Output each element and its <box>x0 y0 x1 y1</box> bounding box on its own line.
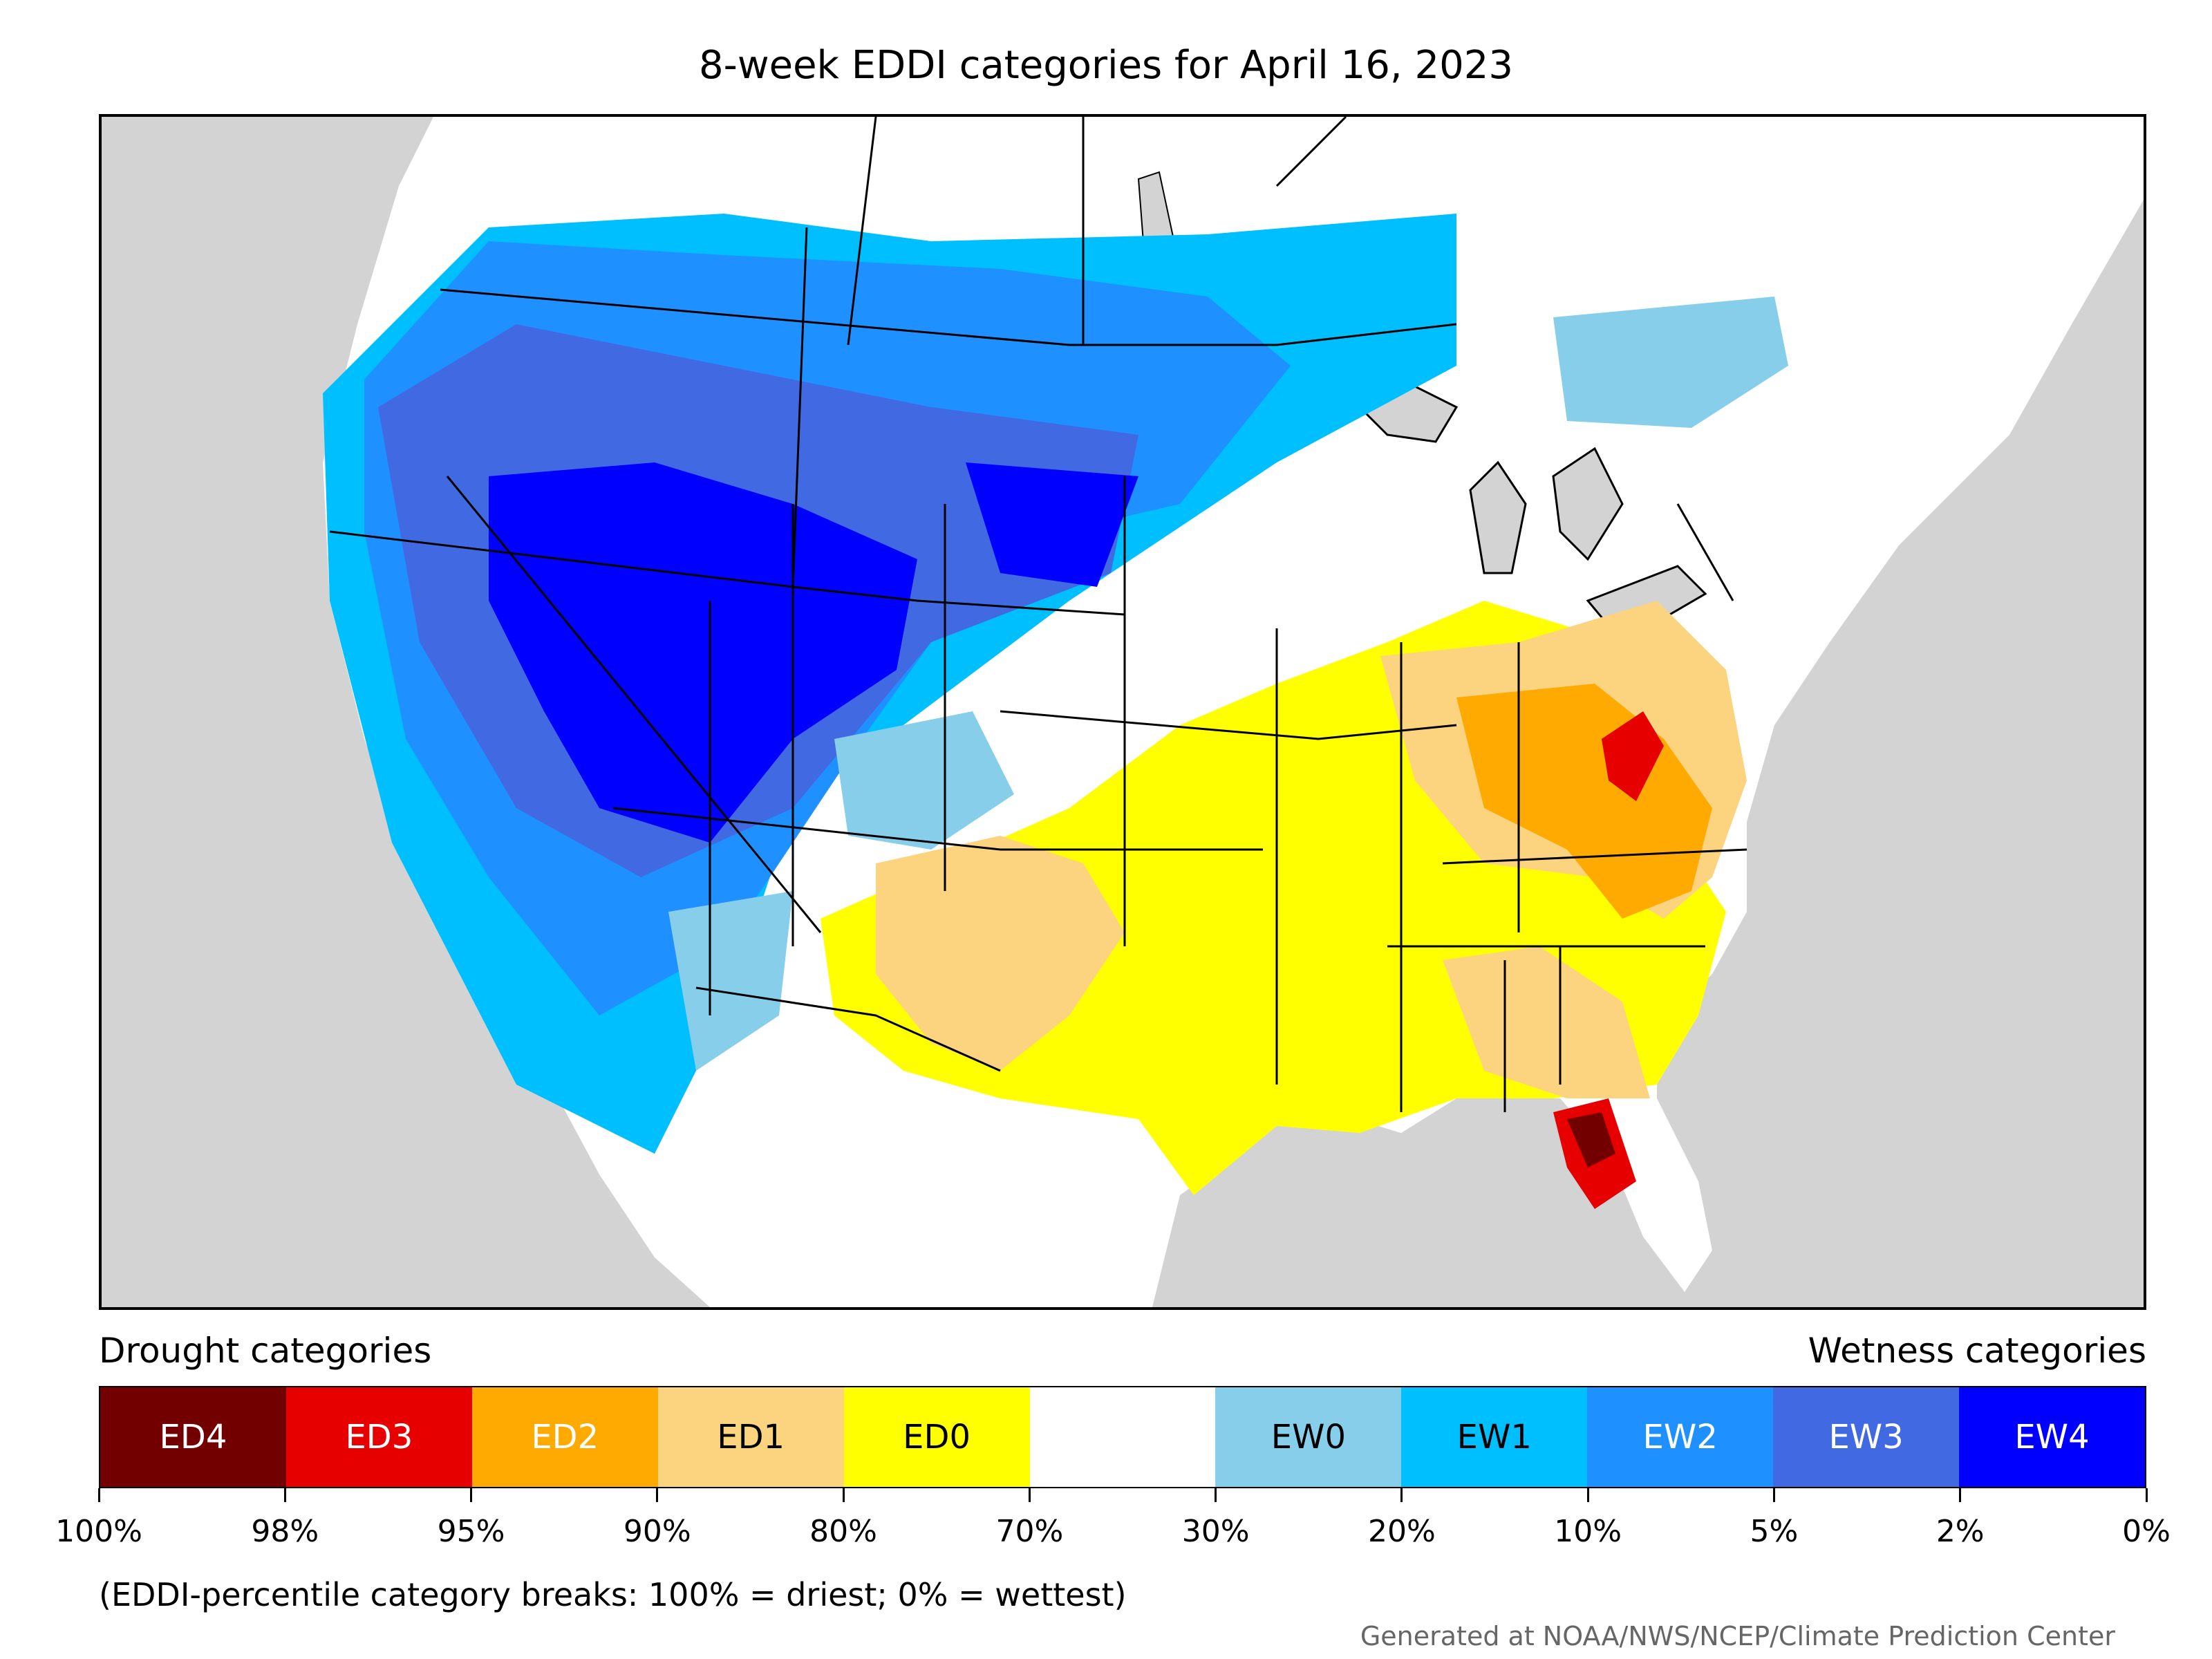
colorbar-segment <box>1029 1387 1216 1487</box>
colorbar-segment: EW3 <box>1773 1387 1960 1487</box>
great-lakes <box>1358 378 1707 644</box>
colorbar-tick-label: 100% <box>55 1514 142 1549</box>
colorbar-segment: EW0 <box>1215 1387 1402 1487</box>
colorbar-tick <box>470 1488 473 1502</box>
colorbar-segment: EW4 <box>1959 1387 2145 1487</box>
colorbar-tick-label: 10% <box>1554 1514 1622 1549</box>
region-ed1-texas <box>876 836 1125 1071</box>
map-title: 8-week EDDI categories for April 16, 202… <box>698 43 1514 88</box>
wetness-caption: Wetness categories <box>1808 1331 2146 1371</box>
colorbar-tick <box>1959 1488 1962 1502</box>
colorbar-tick-label: 80% <box>809 1514 877 1549</box>
colorbar-segment: EW1 <box>1401 1387 1588 1487</box>
map-canvas <box>323 117 2144 1307</box>
colorbar-tick-label: 20% <box>1368 1514 1436 1549</box>
colorbar-segment: ED4 <box>100 1387 286 1487</box>
region-ew0-west <box>668 711 1014 1071</box>
region-ed4-florida <box>1567 1112 1615 1168</box>
colorbar-tick-labels: 100% 98% 95% 90% 80% 70% 30% 20% 10% 5% 2% 0% <box>55 1514 2171 1555</box>
colorbar-tick-label: 2% <box>1936 1514 1985 1549</box>
colorbar-tick-label: 95% <box>437 1514 505 1549</box>
political-borders <box>329 117 1747 1112</box>
colorbar-tick-label: 5% <box>1750 1514 1799 1549</box>
colorbar-tick <box>1772 1488 1775 1502</box>
region-ew4-west <box>489 462 1138 843</box>
colorbar-segment: ED2 <box>471 1387 658 1487</box>
colorbar-tick <box>2145 1488 2148 1502</box>
colorbar-tick-label: 0% <box>2122 1514 2171 1549</box>
region-ed3-virginia <box>1602 711 1664 801</box>
eddi-map <box>99 114 2146 1310</box>
colorbar-tick-label: 30% <box>1181 1514 1250 1549</box>
colorbar-tick <box>283 1488 286 1502</box>
colorbar-tick <box>1215 1488 1217 1502</box>
colorbar-tick <box>656 1488 659 1502</box>
colorbar-tick-label: 70% <box>995 1514 1064 1549</box>
colorbar-ticks <box>97 1488 2148 1502</box>
colorbar-segment: ED0 <box>843 1387 1030 1487</box>
colorbar-tick-label: 90% <box>623 1514 691 1549</box>
region-ew0-quebec <box>1553 297 1788 428</box>
category-colorbar: ED4 ED3 ED2 ED1 ED0 EW0 EW1 EW2 EW3 EW4 <box>99 1386 2146 1488</box>
colorbar-tick <box>1028 1488 1031 1502</box>
colorbar-segment: ED1 <box>657 1387 844 1487</box>
colorbar-tick-label: 98% <box>251 1514 319 1549</box>
drought-caption: Drought categories <box>99 1331 432 1371</box>
colorbar-tick <box>97 1488 100 1502</box>
colorbar-tick <box>1586 1488 1589 1502</box>
colorbar-tick <box>1400 1488 1403 1502</box>
colorbar-tick <box>842 1488 845 1502</box>
credit-line: Generated at NOAA/NWS/NCEP/Climate Predi… <box>1360 1621 2115 1651</box>
category-note: (EDDI-percentile category breaks: 100% =… <box>99 1576 1127 1613</box>
colorbar-segment: EW2 <box>1587 1387 1774 1487</box>
colorbar-segment: ED3 <box>285 1387 472 1487</box>
